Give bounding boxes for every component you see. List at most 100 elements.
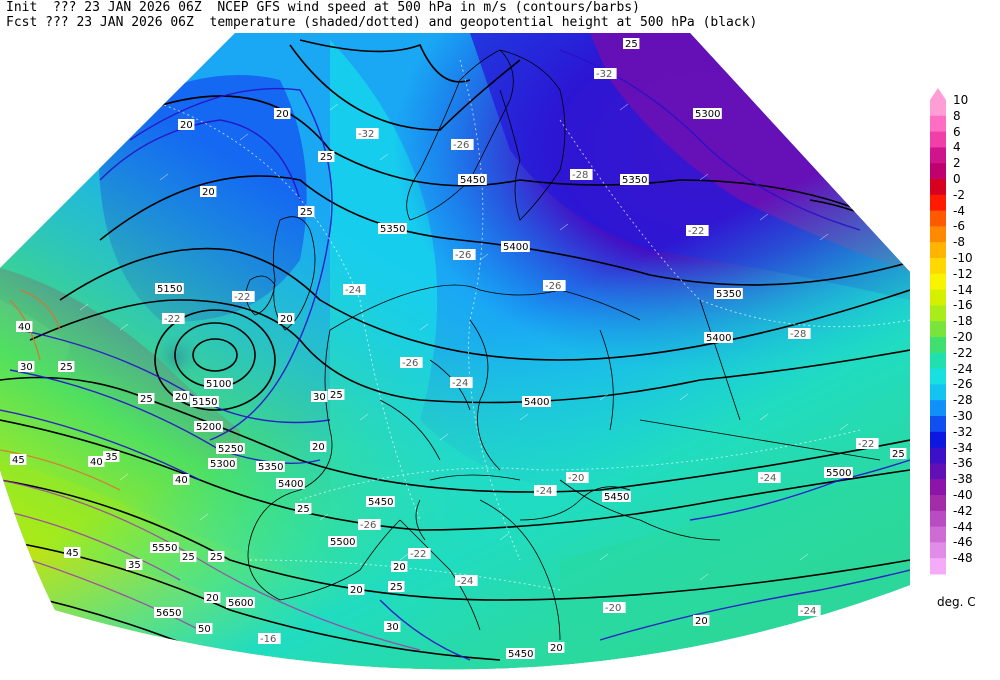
- colorbar-swatch: [930, 131, 946, 148]
- colorbar-tick-label: -44: [953, 519, 973, 534]
- wind-speed-label: 20: [393, 562, 406, 573]
- height-label-box: [714, 288, 743, 299]
- height-label: 5150: [157, 284, 182, 295]
- colorbar-swatch: [930, 384, 946, 401]
- height-label-box: [208, 458, 237, 469]
- temperature-label: -32: [358, 129, 374, 140]
- wind-speed-label: 25: [390, 582, 403, 593]
- temperature-label: -24: [457, 576, 473, 587]
- wind-speed-label-box: [274, 108, 291, 119]
- height-label: 5350: [716, 289, 741, 300]
- height-label: 5200: [196, 422, 221, 433]
- colorbar-tick-label: 0: [953, 172, 961, 186]
- init-line: Init ??? 23 JAN 2026 06Z NCEP GFS wind s…: [6, 0, 640, 15]
- colorbar-swatch: [930, 447, 946, 464]
- colorbar-tick-label: 6: [953, 124, 961, 139]
- temperature-label-box: [594, 68, 617, 79]
- colorbar-swatch: [930, 416, 946, 433]
- wind-speed-label: 45: [66, 548, 79, 559]
- wind-speed-label: 30: [386, 622, 399, 633]
- height-label: 5400: [706, 333, 731, 344]
- wind-speed-label: 20: [550, 643, 563, 654]
- height-label: 5300: [210, 459, 235, 470]
- wind-speed-label: 40: [90, 457, 103, 468]
- wind-barbs: [79, 103, 849, 581]
- colorbar-tick-label: -34: [953, 440, 973, 455]
- temperature-label-box: [798, 605, 821, 616]
- wind-speed-label-box: [328, 389, 345, 400]
- colorbar-swatch: [930, 479, 946, 496]
- wind-speed-label: 30: [20, 362, 33, 373]
- height-label: 5500: [330, 537, 355, 548]
- height-label-box: [501, 241, 530, 252]
- wind-speed-label: 20: [350, 585, 363, 596]
- height-label: 5450: [460, 175, 485, 186]
- height-label-box: [154, 607, 183, 618]
- colorbar-swatch: [930, 210, 946, 227]
- wind-speed-label: 35: [128, 560, 141, 571]
- colorbar-swatch: [930, 510, 946, 528]
- wind-speed-label-box: [295, 503, 312, 514]
- wind-speed-label-box: [208, 551, 225, 562]
- temperature-isotherms: [149, 59, 910, 591]
- wind-speed-label-box: [693, 615, 710, 626]
- temperature-label-box: [450, 377, 473, 388]
- wind-speed-label: 25: [330, 390, 343, 401]
- temperature-label: -32: [596, 69, 612, 80]
- colorbar-tick-label: -42: [953, 503, 973, 518]
- colorbar-tick-label: 4: [953, 140, 961, 155]
- colorbar-tick-label: -12: [953, 266, 973, 281]
- wind-speed-label-box: [178, 119, 195, 130]
- temperature-label-box: [686, 225, 709, 236]
- wind-speed-label-box: [348, 584, 365, 595]
- temperature-label-box: [566, 472, 589, 483]
- height-label: 5500: [826, 468, 851, 479]
- wind-speed-label-box: [58, 361, 75, 372]
- temperature-label: -26: [402, 358, 418, 369]
- wind-speed-label-box: [64, 547, 81, 558]
- wind-speed-label: 25: [297, 504, 310, 515]
- temperature-label: -26: [360, 520, 376, 531]
- wind-speed-label-box: [16, 321, 33, 332]
- height-label: 5350: [622, 175, 647, 186]
- height-label-box: [693, 108, 722, 119]
- colorbar-swatch: [930, 542, 946, 559]
- wind-speed-label: 25: [60, 362, 73, 373]
- temperature-label-box: [451, 139, 474, 150]
- wind-speed-label: 25: [625, 39, 638, 50]
- colorbar-swatch: [930, 463, 946, 480]
- temperature-label-box: [788, 328, 811, 339]
- temperature-label-box: [258, 633, 281, 644]
- temperature-label-box: [603, 602, 626, 613]
- colorbar-swatch: [930, 194, 946, 212]
- height-label: 5600: [228, 598, 253, 609]
- height-label-box: [194, 421, 223, 432]
- colorbar-swatch: [930, 495, 946, 512]
- temperature-label-box: [570, 169, 593, 180]
- colorbar-tick-label: -36: [953, 456, 973, 471]
- temperature-label-box: [343, 284, 366, 295]
- wind-speed-label-box: [196, 623, 213, 634]
- colorbar-swatch: [930, 400, 946, 417]
- height-label-box: [190, 396, 219, 407]
- wind-speed-label: 20: [206, 593, 219, 604]
- colorbar-tick-label: 8: [953, 108, 961, 123]
- colorbar-swatch: [930, 226, 946, 243]
- wind-speed-label: 25: [300, 207, 313, 218]
- colorbar-tick-label: -48: [953, 551, 973, 566]
- temperature-label-box: [534, 485, 557, 496]
- temperature-label-box: [543, 280, 566, 291]
- wind-speed-label-box: [391, 561, 408, 572]
- height-label-box: [276, 478, 305, 489]
- height-label: 5450: [604, 492, 629, 503]
- colorbar-swatch: [930, 273, 946, 291]
- colorbar-tick-label: 10: [953, 93, 969, 107]
- height-label: 5350: [258, 462, 283, 473]
- wind-speed-label: 40: [175, 475, 188, 486]
- colorbar-swatch: [930, 337, 946, 354]
- temperature-label-box: [232, 291, 255, 302]
- temperature-label: -24: [536, 486, 552, 497]
- wind-speed-label-box: [311, 391, 328, 402]
- map-value-labels: 5300 5350 5450 5350 5400 5150 5350 5400 5100 5150…: [10, 38, 907, 660]
